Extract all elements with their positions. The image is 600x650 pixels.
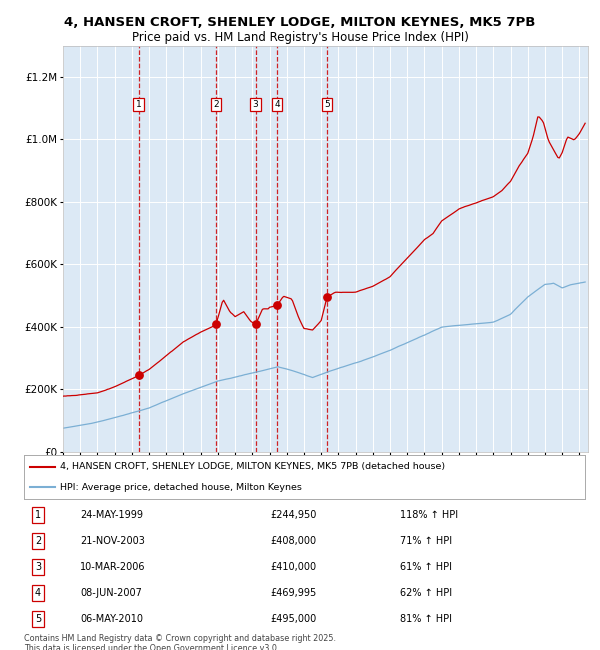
Point [272, 300, 282, 310]
Text: £469,995: £469,995 [271, 588, 317, 598]
Text: 4: 4 [274, 100, 280, 109]
Text: 81% ↑ HPI: 81% ↑ HPI [400, 614, 452, 624]
Text: 24-MAY-1999: 24-MAY-1999 [80, 510, 143, 520]
Text: 5: 5 [35, 614, 41, 624]
Text: 62% ↑ HPI: 62% ↑ HPI [400, 588, 452, 598]
Text: 4, HANSEN CROFT, SHENLEY LODGE, MILTON KEYNES, MK5 7PB: 4, HANSEN CROFT, SHENLEY LODGE, MILTON K… [64, 16, 536, 29]
Text: Price paid vs. HM Land Registry's House Price Index (HPI): Price paid vs. HM Land Registry's House … [131, 31, 469, 44]
Text: 61% ↑ HPI: 61% ↑ HPI [400, 562, 452, 572]
Text: £244,950: £244,950 [271, 510, 317, 520]
Text: 2: 2 [35, 536, 41, 546]
Text: 3: 3 [35, 562, 41, 572]
Text: 71% ↑ HPI: 71% ↑ HPI [400, 536, 452, 546]
Text: 4, HANSEN CROFT, SHENLEY LODGE, MILTON KEYNES, MK5 7PB (detached house): 4, HANSEN CROFT, SHENLEY LODGE, MILTON K… [61, 462, 446, 471]
Text: 2: 2 [213, 100, 219, 109]
Text: £495,000: £495,000 [271, 614, 317, 624]
Point [134, 370, 143, 380]
Text: 21-NOV-2003: 21-NOV-2003 [80, 536, 145, 546]
Text: 3: 3 [253, 100, 259, 109]
Text: 08-JUN-2007: 08-JUN-2007 [80, 588, 142, 598]
Text: 1: 1 [136, 100, 142, 109]
Point [251, 318, 260, 329]
Text: 4: 4 [35, 588, 41, 598]
Text: 10-MAR-2006: 10-MAR-2006 [80, 562, 146, 572]
Text: Contains HM Land Registry data © Crown copyright and database right 2025.
This d: Contains HM Land Registry data © Crown c… [24, 634, 336, 650]
Text: 1: 1 [35, 510, 41, 520]
Text: £408,000: £408,000 [271, 536, 317, 546]
Text: £410,000: £410,000 [271, 562, 317, 572]
Point [322, 292, 332, 302]
Text: 06-MAY-2010: 06-MAY-2010 [80, 614, 143, 624]
Text: 118% ↑ HPI: 118% ↑ HPI [400, 510, 458, 520]
Text: 5: 5 [324, 100, 330, 109]
Point [211, 319, 221, 330]
Text: HPI: Average price, detached house, Milton Keynes: HPI: Average price, detached house, Milt… [61, 483, 302, 492]
